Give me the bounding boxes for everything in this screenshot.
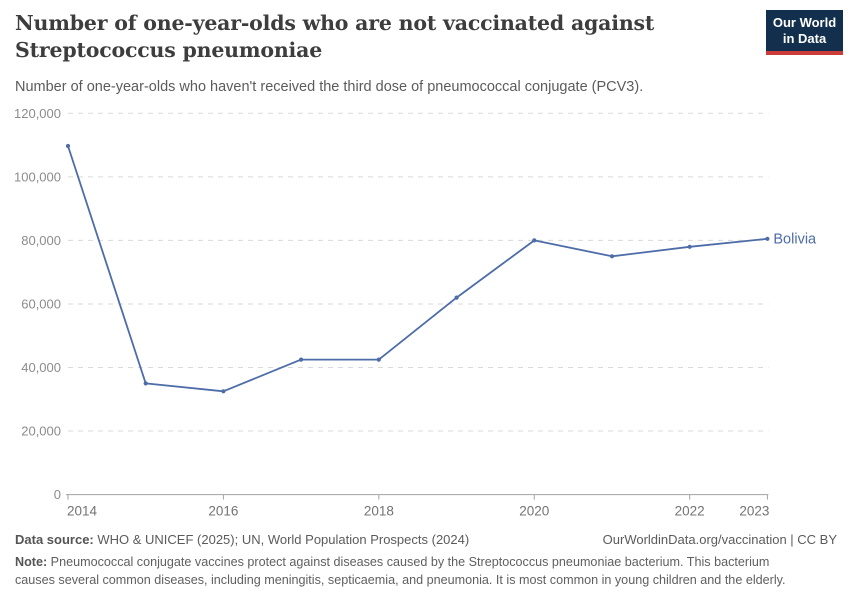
x-axis-tick-label: 2023	[739, 504, 769, 519]
data-point	[299, 357, 304, 362]
series-line	[67, 145, 769, 393]
owid-logo-text-line2: in Data	[782, 30, 827, 46]
data-point	[765, 236, 770, 241]
data-point	[65, 143, 71, 149]
x-axis-tick-label: 2014	[67, 504, 98, 519]
x-axis-tick-label: 2020	[519, 504, 549, 519]
data-source-text: Data source: WHO & UNICEF (2025); UN, Wo…	[15, 532, 469, 547]
data-point	[687, 244, 692, 249]
y-axis-tick-label: 60,000	[21, 296, 61, 311]
x-axis-tick-label: 2018	[364, 504, 394, 519]
y-axis-tick-label: 0	[54, 487, 61, 502]
y-axis-tick-label: 40,000	[21, 360, 61, 375]
data-point	[609, 254, 615, 259]
y-axis-tick-label: 80,000	[21, 233, 61, 248]
footer-source-row: Data source: WHO & UNICEF (2025); UN, Wo…	[15, 532, 837, 547]
note-text: Pneumococcal conjugate vaccines protect …	[15, 555, 786, 588]
data-source-value: WHO & UNICEF (2025); UN, World Populatio…	[93, 532, 470, 547]
series-label: Bolivia	[773, 232, 817, 248]
note-label: Note:	[15, 555, 48, 569]
data-point	[454, 295, 459, 300]
y-axis-tick-label: 100,000	[14, 169, 61, 184]
y-axis-tick-label: 120,000	[14, 106, 61, 121]
owid-cc-link[interactable]: OurWorldinData.org/vaccination | CC BY	[602, 532, 837, 547]
x-axis-tick-label: 2016	[208, 504, 238, 519]
owid-logo: Our World in Data	[766, 10, 843, 55]
data-point	[532, 238, 537, 243]
data-point	[221, 389, 226, 394]
data-source-label: Data source:	[15, 532, 94, 547]
page-title: Number of one-year-olds who are not vacc…	[15, 11, 655, 63]
data-point	[376, 357, 381, 362]
footer-note: Note: Pneumococcal conjugate vaccines pr…	[15, 553, 810, 589]
y-axis-tick-label: 20,000	[21, 424, 61, 439]
chart-subtitle: Number of one-year-olds who haven't rece…	[15, 79, 644, 95]
owid-logo-text-line1: Our World	[772, 15, 837, 30]
data-point	[143, 381, 148, 386]
line-chart: 0 20,000 40,000 60,000 80,000 100,000 120,000 2…	[14, 106, 817, 519]
x-axis-tick-label: 2022	[675, 504, 705, 519]
